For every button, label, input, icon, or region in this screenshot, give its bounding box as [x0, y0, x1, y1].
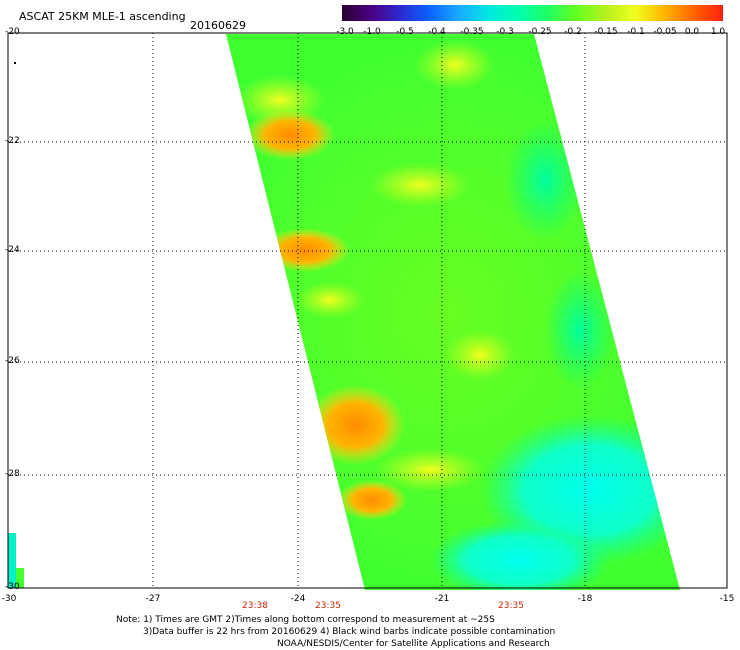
product-title: ASCAT 25KM MLE-1 ascending	[19, 10, 186, 23]
colorbar	[342, 5, 723, 21]
lat-label: -20	[5, 27, 20, 37]
grid-lines	[8, 33, 727, 588]
colorbar-label: -0.25	[528, 27, 552, 37]
pass-time-label: 23:35	[315, 601, 341, 611]
colorbar-label: 0.0	[684, 27, 700, 37]
product-date: 20160629	[190, 19, 246, 32]
edge-data-patch	[16, 568, 24, 588]
colorbar-label: -0.15	[594, 27, 618, 37]
colorbar-label: -0.3	[496, 27, 514, 37]
lon-label: -30	[1, 594, 17, 604]
colorbar-label: -0.1	[627, 27, 645, 37]
lon-label: -15	[719, 594, 735, 604]
swath-data	[226, 34, 680, 590]
colorbar-label: -1.0	[363, 27, 381, 37]
edge-data-patch	[8, 533, 16, 588]
marker-dot	[14, 62, 16, 64]
colorbar-label: -0.05	[653, 27, 677, 37]
pass-time-label: 23:35	[498, 601, 524, 611]
colorbar-label: -3.0	[336, 27, 354, 37]
lon-label: -18	[577, 594, 593, 604]
pass-time-label: 23:38	[242, 601, 268, 611]
colorbar-label: 1.0	[710, 27, 726, 37]
lat-label: -30	[5, 582, 20, 592]
colorbar-label: -0.35	[460, 27, 484, 37]
footnote-line: Note: 1) Times are GMT 2)Times along bot…	[116, 615, 495, 625]
lat-label: -24	[5, 245, 20, 255]
footnote-credit: NOAA/NESDIS/Center for Satellite Applica…	[277, 639, 550, 649]
lat-label: -22	[5, 136, 20, 146]
lon-label: -27	[145, 594, 161, 604]
map-frame	[7, 32, 728, 589]
colorbar-label: -0.4	[428, 27, 446, 37]
lat-label: -28	[5, 469, 20, 479]
lat-label: -26	[5, 356, 20, 366]
footnote-line: 3)Data buffer is 22 hrs from 20160629 4)…	[143, 627, 556, 637]
colorbar-label: -0.2	[564, 27, 582, 37]
colorbar-label: -0.5	[396, 27, 414, 37]
lon-label: -21	[434, 594, 450, 604]
lon-label: -24	[290, 594, 306, 604]
